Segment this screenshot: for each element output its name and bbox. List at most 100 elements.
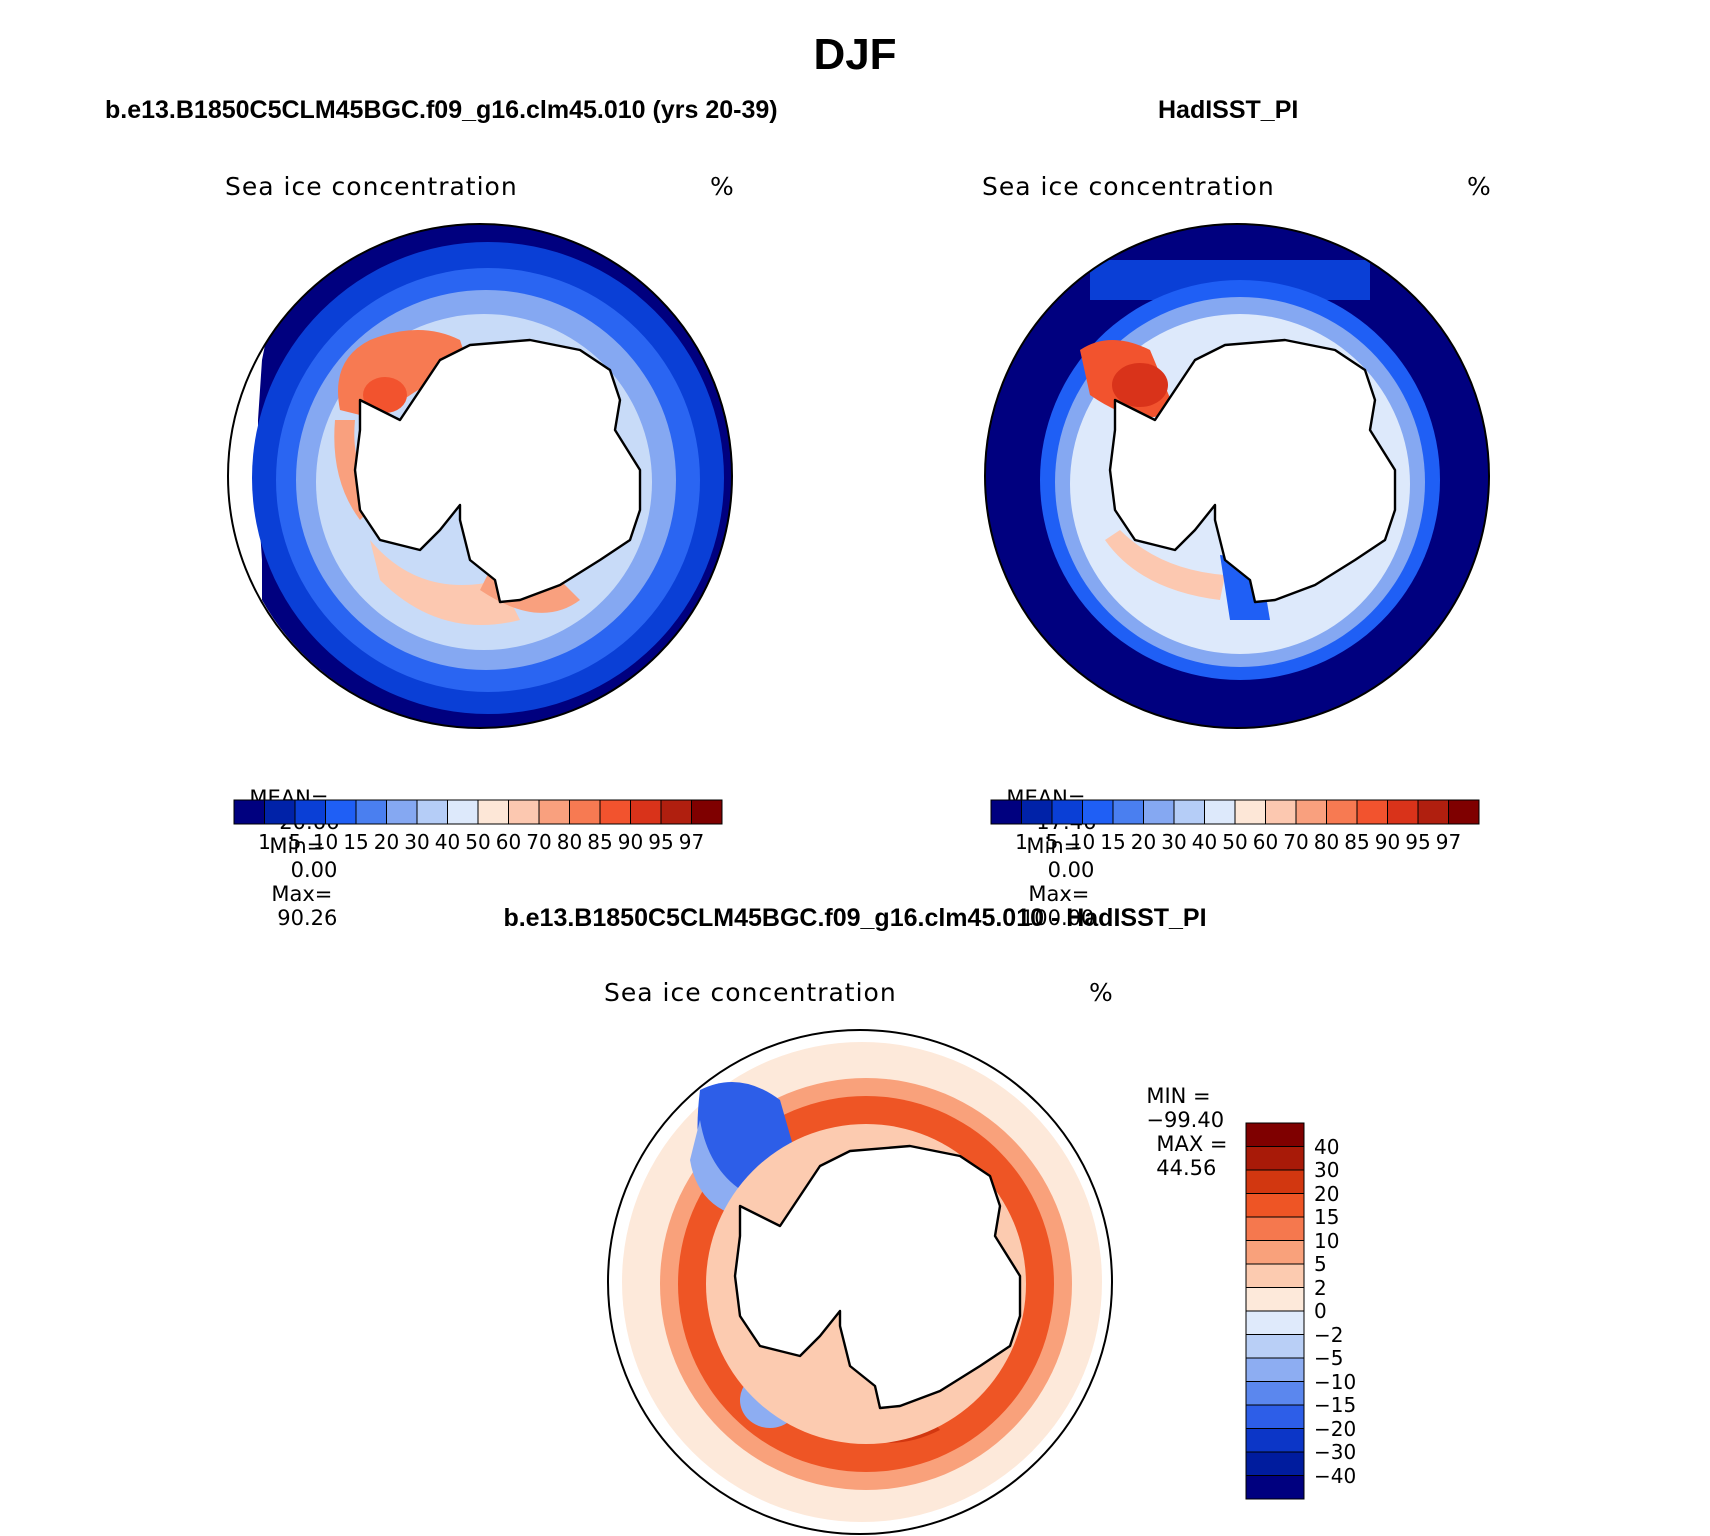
obs-colorbar-box: [1204, 799, 1236, 825]
model-map: [227, 223, 733, 729]
obs-colorbar-tick: 97: [1435, 830, 1462, 854]
obs-colorbar-box: [1143, 799, 1175, 825]
obs-colorbar-box: [1051, 799, 1083, 825]
diff-min-value: −99.40: [1146, 1108, 1225, 1132]
diff-colorbar-tick: −40: [1314, 1463, 1357, 1488]
obs-colorbar-tick: 70: [1283, 830, 1309, 854]
diff-colorbar: [1245, 1122, 1305, 1500]
obs-colorbar-tick: 50: [1222, 830, 1248, 854]
model-colorbar-box: [508, 799, 540, 825]
diff-colorbar-tick: 20: [1314, 1181, 1340, 1206]
obs-panel-title: HadISST_PI: [1158, 96, 1299, 124]
obs-colorbar-box: [1173, 799, 1205, 825]
diff-colorbar-box: [1245, 1381, 1305, 1406]
obs-variable-label: Sea ice concentration: [982, 172, 1275, 201]
model-units-label: %: [710, 172, 734, 201]
diff-colorbar-tick: 0: [1314, 1299, 1327, 1323]
diff-units-label: %: [1089, 978, 1113, 1007]
diff-colorbar-box: [1245, 1240, 1305, 1265]
diff-colorbar-box: [1245, 1451, 1305, 1476]
model-colorbar-tick: 90: [617, 830, 644, 854]
obs-colorbar-box: [1021, 799, 1053, 825]
model-colorbar: [233, 799, 723, 825]
diff-colorbar-box: [1245, 1287, 1305, 1312]
diff-max-label: MAX =: [1156, 1132, 1228, 1156]
model-colorbar-tick: 60: [495, 830, 522, 854]
model-max-label: Max=: [271, 882, 333, 906]
obs-colorbar-box: [1387, 799, 1419, 825]
diff-colorbar-tick: −30: [1314, 1440, 1357, 1464]
diff-colorbar-box: [1245, 1263, 1305, 1288]
model-colorbar-box: [569, 799, 601, 825]
model-colorbar-tick: 50: [465, 830, 491, 854]
model-colorbar-box: [325, 799, 357, 825]
model-colorbar-tick: 85: [587, 830, 613, 854]
diff-colorbar-tick: −20: [1314, 1416, 1357, 1441]
diff-colorbar-tick: −15: [1314, 1393, 1357, 1417]
diff-colorbar-box: [1245, 1357, 1305, 1382]
obs-colorbar-box: [1234, 799, 1266, 825]
obs-colorbar: [990, 799, 1480, 825]
obs-colorbar-tick: 5: [1045, 830, 1059, 854]
obs-colorbar-tick: 40: [1191, 830, 1218, 854]
model-colorbar-box: [599, 799, 631, 825]
obs-colorbar-tick: 20: [1130, 830, 1157, 854]
model-colorbar-box: [538, 799, 570, 825]
model-colorbar-tick: 10: [312, 830, 339, 854]
obs-colorbar-tick: 80: [1313, 830, 1340, 854]
model-colorbar-tick: 5: [288, 830, 302, 854]
diff-colorbar-box: [1245, 1475, 1305, 1500]
model-colorbar-box: [294, 799, 326, 825]
obs-colorbar-box: [1295, 799, 1327, 825]
diff-stats: MIN = −99.40 MAX = 44.56: [1133, 1060, 1228, 1180]
obs-colorbar-box: [1082, 799, 1114, 825]
obs-colorbar-tick: 60: [1252, 830, 1279, 854]
diff-colorbar-box: [1245, 1216, 1305, 1241]
model-colorbar-tick: 15: [343, 830, 369, 854]
obs-min-label: Min=: [1026, 834, 1082, 858]
diff-variable-label: Sea ice concentration: [604, 978, 897, 1007]
obs-colorbar-tick: 30: [1161, 830, 1187, 854]
model-colorbar-tick: 70: [526, 830, 552, 854]
diff-colorbar-tick: 15: [1314, 1205, 1340, 1229]
diff-colorbar-box: [1245, 1146, 1305, 1171]
obs-colorbar-tick: 95: [1405, 830, 1431, 854]
obs-colorbar-box: [1417, 799, 1449, 825]
obs-colorbar-box: [990, 799, 1022, 825]
model-colorbar-tick: 95: [648, 830, 674, 854]
obs-max-label: Max=: [1028, 882, 1090, 906]
diff-colorbar-box: [1245, 1193, 1305, 1218]
obs-colorbar-box: [1326, 799, 1358, 825]
diff-colorbar-tick: 2: [1314, 1275, 1327, 1300]
model-variable-label: Sea ice concentration: [225, 172, 518, 201]
model-colorbar-box: [355, 799, 387, 825]
diff-map: [607, 1029, 1113, 1535]
page-title: DJF: [813, 30, 897, 79]
obs-colorbar-tick: 1: [1015, 830, 1028, 854]
model-min-label: Min=: [269, 834, 325, 858]
model-colorbar-tick: 1: [258, 830, 271, 854]
model-colorbar-tick: 80: [556, 830, 583, 854]
model-max-value: 90.26: [277, 906, 338, 930]
obs-colorbar-tick: 90: [1374, 830, 1401, 854]
model-colorbar-box: [630, 799, 662, 825]
diff-colorbar-tick: −5: [1314, 1346, 1344, 1370]
model-colorbar-tick: 40: [434, 830, 461, 854]
diff-colorbar-tick: −10: [1314, 1369, 1357, 1394]
diff-panel-title: b.e13.B1850C5CLM45BGC.f09_g16.clm45.010 …: [503, 904, 1207, 932]
obs-colorbar-box: [1265, 799, 1297, 825]
obs-colorbar-box: [1356, 799, 1388, 825]
diff-colorbar-box: [1245, 1404, 1305, 1429]
model-colorbar-box: [447, 799, 479, 825]
model-colorbar-box: [660, 799, 692, 825]
model-colorbar-box: [264, 799, 296, 825]
diff-colorbar-tick: 30: [1314, 1158, 1340, 1182]
diff-colorbar-box: [1245, 1428, 1305, 1453]
obs-colorbar-box: [1448, 799, 1480, 825]
obs-max-value: 100.00: [1020, 906, 1095, 930]
obs-colorbar-box: [1112, 799, 1144, 825]
obs-map: [984, 223, 1490, 729]
diff-colorbar-box: [1245, 1310, 1305, 1335]
model-panel-title: b.e13.B1850C5CLM45BGC.f09_g16.clm45.010 …: [105, 96, 778, 124]
